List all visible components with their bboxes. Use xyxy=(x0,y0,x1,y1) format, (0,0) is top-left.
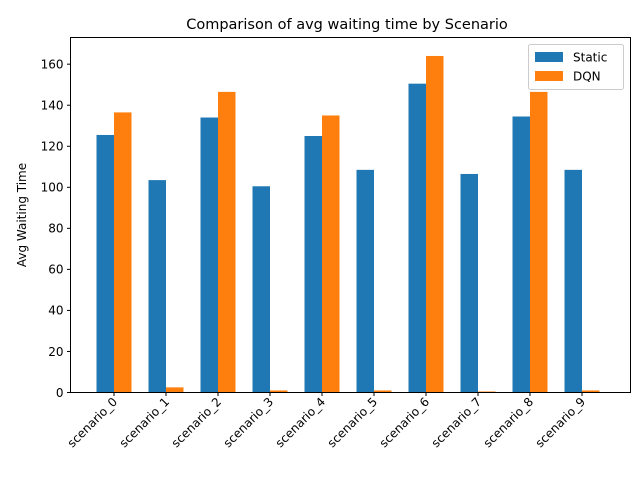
bar-dqn-scenario_0 xyxy=(114,112,132,393)
legend-swatch-static xyxy=(535,52,563,62)
bar-static-scenario_7 xyxy=(460,173,478,393)
bar-dqn-scenario_3 xyxy=(270,390,288,393)
bar-static-scenario_0 xyxy=(96,134,114,393)
bar-dqn-scenario_5 xyxy=(374,390,392,393)
bar-dqn-scenario_9 xyxy=(582,390,600,393)
y-axis: 0 20 40 60 80 100 120 140 160 xyxy=(41,57,71,400)
chart-title: Comparison of avg waiting time by Scenar… xyxy=(186,17,508,33)
legend-label-dqn: DQN xyxy=(573,70,601,84)
y-tick-label: 60 xyxy=(48,263,63,277)
y-tick-label: 120 xyxy=(41,140,64,154)
bar-dqn-scenario_7 xyxy=(478,391,496,393)
y-tick-label: 20 xyxy=(48,345,63,359)
bar-dqn-scenario_6 xyxy=(426,55,444,393)
bars-layer xyxy=(96,55,600,393)
bar-static-scenario_6 xyxy=(408,83,426,393)
x-tick-label: scenario_9 xyxy=(533,395,588,450)
x-tick-label: scenario_0 xyxy=(65,395,120,450)
legend: Static DQN xyxy=(528,44,624,90)
x-axis: scenario_0scenario_1scenario_2scenario_3… xyxy=(65,392,588,450)
bar-static-scenario_3 xyxy=(252,186,270,393)
y-tick-label: 0 xyxy=(56,386,64,400)
bar-static-scenario_9 xyxy=(564,169,582,393)
x-tick-label: scenario_1 xyxy=(117,395,172,450)
y-axis-title: Avg Waiting Time xyxy=(15,163,29,267)
bar-dqn-scenario_8 xyxy=(530,91,548,393)
bar-dqn-scenario_1 xyxy=(166,387,184,393)
bar-static-scenario_8 xyxy=(512,116,530,393)
bar-static-scenario_1 xyxy=(148,180,166,393)
x-tick-label: scenario_7 xyxy=(429,395,484,450)
bar-dqn-scenario_4 xyxy=(322,115,340,393)
y-tick-label: 160 xyxy=(41,57,64,71)
legend-swatch-dqn xyxy=(535,71,563,81)
x-tick-label: scenario_2 xyxy=(169,395,224,450)
x-tick-label: scenario_8 xyxy=(481,395,536,450)
y-tick-label: 140 xyxy=(41,99,64,113)
bar-static-scenario_5 xyxy=(356,169,374,393)
x-tick-label: scenario_3 xyxy=(221,395,276,450)
x-tick-label: scenario_4 xyxy=(273,395,328,450)
plot-frame xyxy=(70,37,631,393)
bar-dqn-scenario_2 xyxy=(218,91,236,393)
legend-label-static: Static xyxy=(573,51,607,65)
bar-static-scenario_4 xyxy=(304,135,322,393)
y-tick-label: 80 xyxy=(48,222,63,236)
x-tick-label: scenario_5 xyxy=(325,395,380,450)
y-tick-label: 100 xyxy=(41,181,64,195)
y-tick-label: 40 xyxy=(48,304,63,318)
x-tick-label: scenario_6 xyxy=(377,395,432,450)
bar-static-scenario_2 xyxy=(200,117,218,393)
